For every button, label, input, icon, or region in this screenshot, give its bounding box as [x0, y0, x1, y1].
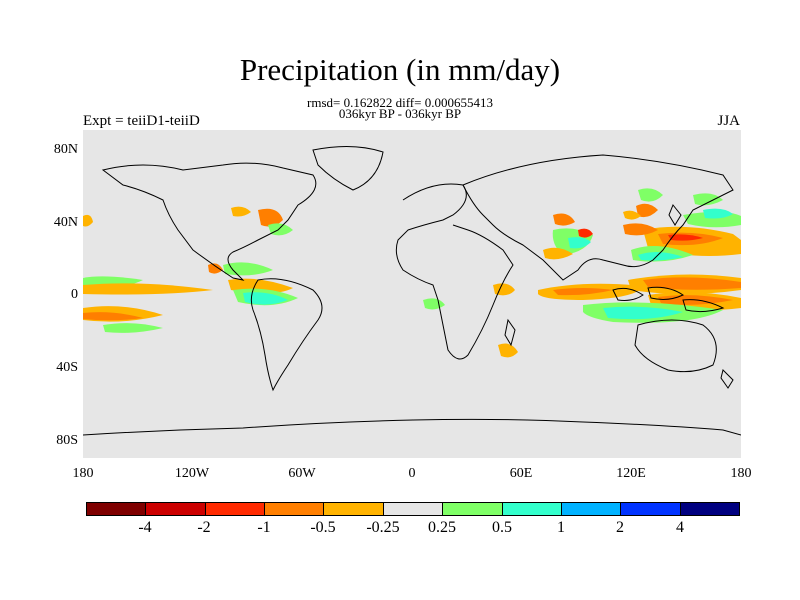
plot-title: Precipitation (in mm/day)	[239, 52, 561, 87]
colorbar-label: 4	[676, 519, 684, 536]
colorbar-label: 2	[616, 519, 624, 536]
colorbar-swatch	[324, 503, 384, 515]
y-tick-0: 0	[71, 287, 78, 302]
y-tick-40n: 40N	[53, 215, 78, 230]
colorbar-label: 0.25	[428, 519, 456, 536]
colorbar-label: -0.25	[366, 519, 400, 536]
coastlines	[82, 145, 742, 436]
plot-subtitle-rmsd: rmsd= 0.162822 diff= 0.000655413	[307, 95, 493, 110]
colorbar-label: -4	[138, 519, 152, 536]
x-tick-180w: 180	[72, 466, 94, 481]
y-tick-80s: 80S	[56, 433, 78, 448]
colorbar-swatch	[561, 503, 622, 515]
y-tick-40s: 40S	[56, 360, 78, 375]
map-svg	[82, 145, 742, 436]
colorbar-label: 0.5	[492, 519, 512, 536]
colorbar-label: 1	[557, 519, 565, 536]
x-tick-60e: 60E	[509, 466, 533, 481]
experiment-label: Expt = teiiD1-teiiD	[83, 113, 200, 129]
colorbar-swatch	[621, 503, 681, 515]
colorbar-swatch	[502, 503, 562, 515]
colorbar-swatch	[265, 503, 325, 515]
colorbar-swatch	[680, 503, 739, 515]
colorbar-swatch	[443, 503, 503, 515]
colorbar-swatch	[146, 503, 206, 515]
y-tick-80n: 80N	[53, 142, 78, 157]
anomaly-shading	[83, 188, 741, 358]
colorbar-swatch	[383, 503, 444, 515]
x-tick-120e: 120E	[616, 466, 646, 481]
x-tick-0: 0	[408, 466, 416, 481]
x-tick-120w: 120W	[174, 466, 210, 481]
colorbar-swatch	[87, 503, 147, 515]
x-tick-180e: 180	[730, 466, 752, 481]
x-tick-60w: 60W	[288, 466, 316, 481]
colorbar	[86, 502, 740, 516]
map-panel	[82, 130, 742, 458]
plot-subtitle-period: 036kyr BP - 036kyr BP	[338, 106, 462, 121]
colorbar-swatch	[205, 503, 266, 515]
colorbar-label: -1	[257, 519, 271, 536]
colorbar-label: -0.5	[310, 519, 336, 536]
colorbar-label: -2	[197, 519, 211, 536]
season-label: JJA	[717, 113, 740, 129]
